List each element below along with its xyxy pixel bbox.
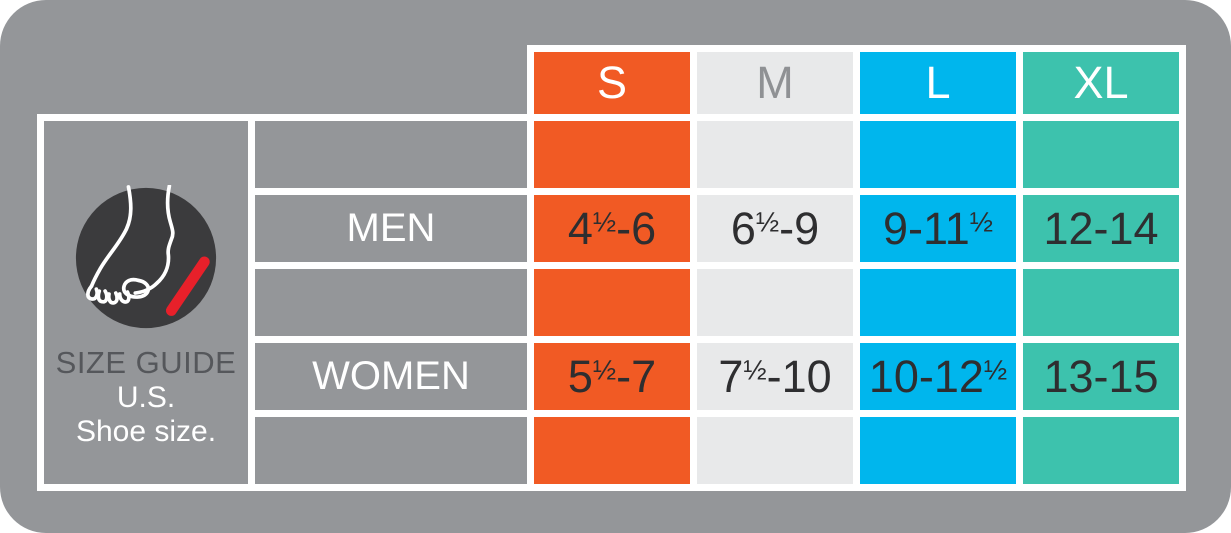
spacer-cell-m-1 — [697, 121, 853, 188]
spacer-cell-s-3 — [534, 417, 690, 484]
row-label-men: MEN — [255, 195, 527, 262]
women-size-xl-text: 13-15 — [1043, 350, 1159, 402]
women-size-l-text: 10-12½ — [868, 350, 1008, 402]
women-size-m: 7½-10 — [697, 343, 853, 410]
spacer-cell-xl-2 — [1023, 269, 1179, 336]
spacer-cell-xl-3 — [1023, 417, 1179, 484]
size-guide-subtitle-region: U.S. — [116, 381, 176, 414]
men-size-m-text: 6½-9 — [730, 202, 820, 254]
men-size-s-text: 4½-6 — [567, 202, 657, 254]
size-header-xl: XL — [1023, 52, 1179, 114]
men-size-xl: 12-14 — [1023, 195, 1179, 262]
women-size-l: 10-12½ — [860, 343, 1016, 410]
men-size-xl-text: 12-14 — [1043, 202, 1159, 254]
women-size-s-text: 5½-7 — [567, 350, 657, 402]
spacer-cell-s-2 — [534, 269, 690, 336]
size-guide-subtitle-unit: Shoe size. — [75, 415, 217, 448]
size-header-row: S M L XL — [527, 45, 1186, 114]
men-size-l-text: 9-11½ — [883, 202, 993, 254]
size-header-l: L — [860, 52, 1016, 114]
spacer-cell-xl-1 — [1023, 121, 1179, 188]
row-label-women: WOMEN — [255, 343, 527, 410]
spacer-cell-m-2 — [697, 269, 853, 336]
women-size-xl: 13-15 — [1023, 343, 1179, 410]
spacer-label-cell-2 — [255, 269, 527, 336]
size-table-body: SIZE GUIDE U.S. Shoe size. MEN 4½-6 6½-9… — [37, 114, 1186, 491]
size-guide-title: SIZE GUIDE — [55, 345, 237, 380]
women-size-s: 5½-7 — [534, 343, 690, 410]
spacer-label-cell-1 — [255, 121, 527, 188]
spacer-cell-s-1 — [534, 121, 690, 188]
spacer-cell-l-3 — [860, 417, 1016, 484]
measure-mark — [165, 256, 210, 316]
men-size-l: 9-11½ — [860, 195, 1016, 262]
spacer-cell-l-1 — [860, 121, 1016, 188]
women-size-m-text: 7½-10 — [718, 350, 832, 402]
size-header-m: M — [697, 52, 853, 114]
men-size-s: 4½-6 — [534, 195, 690, 262]
size-header-s: S — [534, 52, 690, 114]
size-guide-legend: SIZE GUIDE U.S. Shoe size. — [44, 121, 248, 484]
spacer-cell-l-2 — [860, 269, 1016, 336]
men-size-m: 6½-9 — [697, 195, 853, 262]
spacer-cell-m-3 — [697, 417, 853, 484]
foot-measure-icon — [75, 185, 217, 329]
spacer-label-cell-3 — [255, 417, 527, 484]
